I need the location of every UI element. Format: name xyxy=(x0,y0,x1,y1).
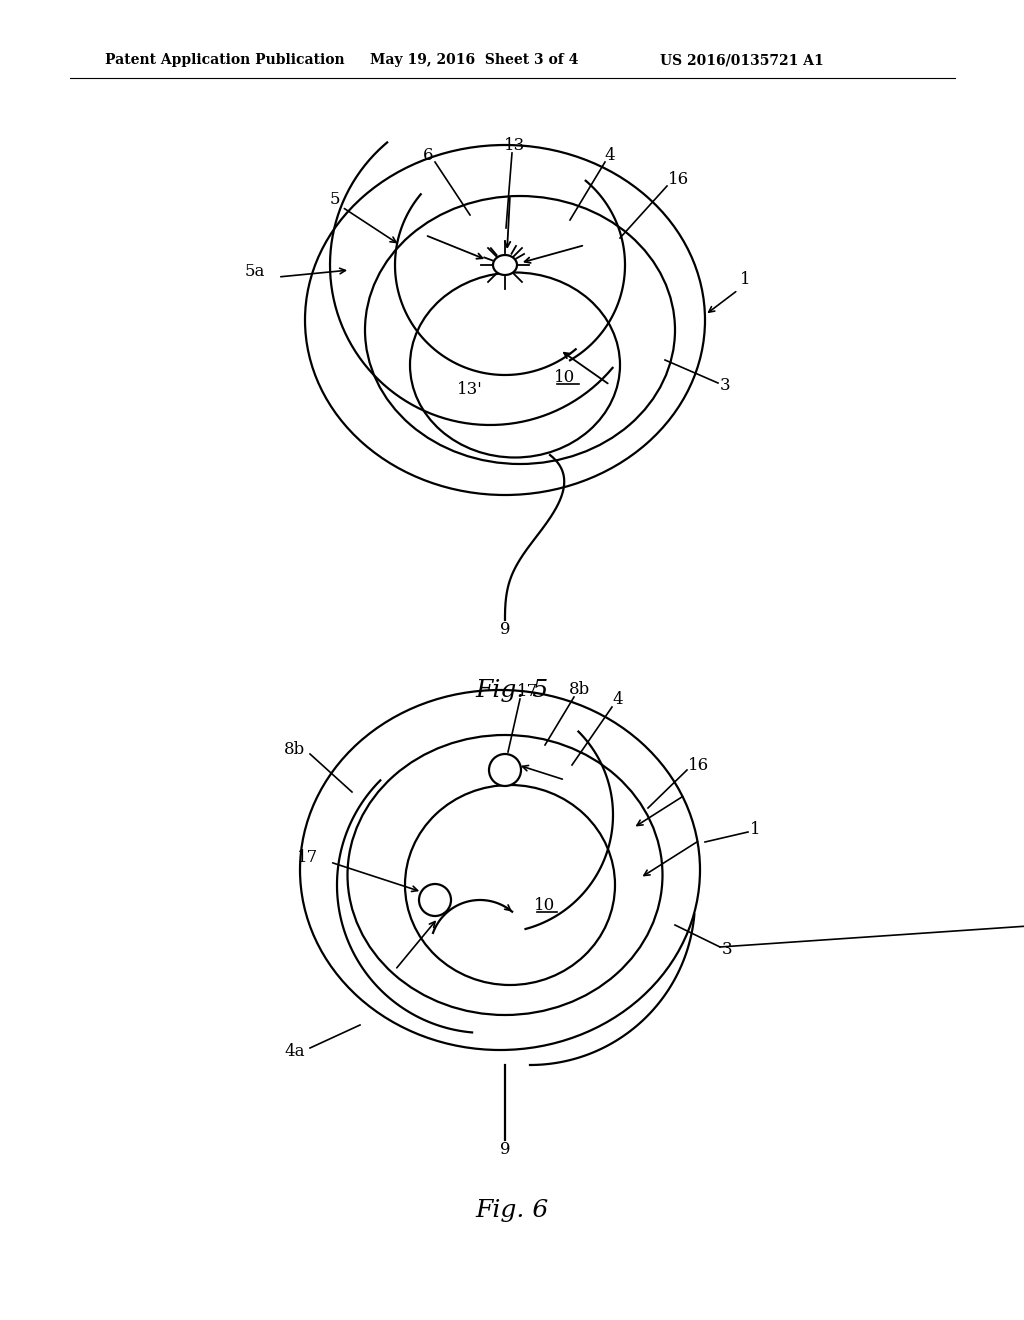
Text: 5: 5 xyxy=(330,191,340,209)
Circle shape xyxy=(419,884,451,916)
Text: 10: 10 xyxy=(554,370,575,387)
Text: 6: 6 xyxy=(423,147,433,164)
Text: 9: 9 xyxy=(500,622,510,639)
Text: 5a: 5a xyxy=(245,264,265,281)
Text: 16: 16 xyxy=(688,756,710,774)
Text: 1: 1 xyxy=(740,272,751,289)
Text: 13': 13' xyxy=(457,381,483,399)
Text: 17: 17 xyxy=(297,850,318,866)
Text: 9: 9 xyxy=(500,1142,510,1159)
Text: 3: 3 xyxy=(722,941,732,958)
Text: 10: 10 xyxy=(535,896,556,913)
Text: Fig. 6: Fig. 6 xyxy=(475,1199,549,1221)
Text: 17: 17 xyxy=(517,684,539,701)
Text: 8b: 8b xyxy=(284,742,305,759)
Text: 13: 13 xyxy=(505,136,525,153)
Text: 4: 4 xyxy=(612,692,624,709)
Text: 3: 3 xyxy=(720,376,731,393)
Text: May 19, 2016  Sheet 3 of 4: May 19, 2016 Sheet 3 of 4 xyxy=(370,53,579,67)
Text: 16: 16 xyxy=(668,172,689,189)
Ellipse shape xyxy=(493,255,517,275)
Text: 4: 4 xyxy=(605,147,615,164)
Text: US 2016/0135721 A1: US 2016/0135721 A1 xyxy=(660,53,823,67)
Text: Patent Application Publication: Patent Application Publication xyxy=(105,53,345,67)
Text: 4a: 4a xyxy=(285,1044,305,1060)
Circle shape xyxy=(489,754,521,785)
Text: 1: 1 xyxy=(750,821,761,838)
Text: 8b: 8b xyxy=(569,681,591,698)
Text: Fig. 5: Fig. 5 xyxy=(475,678,549,701)
